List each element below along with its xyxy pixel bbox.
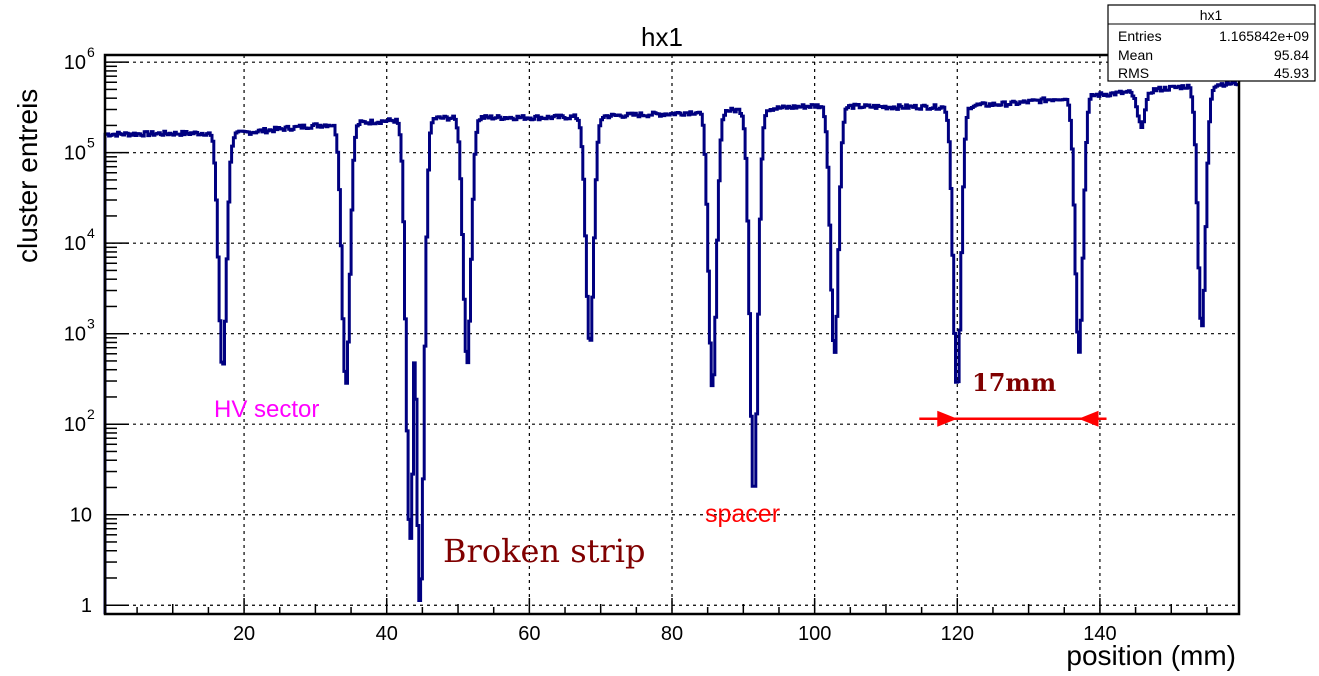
y-tick-label: 10	[64, 414, 86, 436]
annotation-hv-sector: HV sector	[214, 396, 319, 423]
x-tick-label: 100	[798, 623, 831, 645]
stats-label-mean: Mean	[1118, 47, 1153, 63]
annotation-broken-strip: Broken strip	[443, 532, 645, 570]
x-axis-title: position (mm)	[1066, 640, 1236, 671]
plot-frame	[103, 53, 1241, 616]
axis-ticks	[105, 61, 1208, 614]
y-axis-title: cluster entreis	[12, 89, 43, 263]
stats-value-rms: 45.93	[1274, 65, 1309, 81]
annotation-distance-label: 17mm	[972, 368, 1056, 397]
stats-box: hx1 Entries 1.165842e+09 Mean 95.84 RMS …	[1107, 4, 1316, 82]
x-tick-label: 40	[376, 623, 398, 645]
x-tick-label: 140	[1083, 623, 1116, 645]
y-tick-label: 10	[64, 233, 86, 255]
y-tick-label: 10	[70, 505, 92, 527]
stats-value-entries: 1.165842e+09	[1219, 28, 1309, 44]
stats-box-title: hx1	[1200, 7, 1223, 23]
y-tick-label: 10	[64, 324, 86, 346]
annotation-spacer: spacer	[705, 500, 780, 528]
stats-label-entries: Entries	[1118, 28, 1162, 44]
y-tick-label: 10	[64, 52, 86, 74]
x-tick-label: 20	[233, 623, 255, 645]
y-tick-label-exponent: 2	[87, 406, 95, 422]
y-tick-label: 1	[81, 595, 92, 617]
grid-lines	[105, 55, 1239, 614]
stats-label-rms: RMS	[1118, 65, 1149, 81]
y-tick-label-exponent: 6	[87, 44, 95, 60]
chart-title: hx1	[641, 22, 683, 52]
histogram-line	[103, 80, 1239, 614]
x-tick-label: 80	[661, 623, 683, 645]
distance-arrow-head-left	[937, 410, 958, 427]
y-tick-label-exponent: 5	[87, 135, 95, 151]
stats-value-mean: 95.84	[1274, 47, 1309, 63]
y-tick-label: 10	[64, 143, 86, 165]
x-tick-label: 120	[941, 623, 974, 645]
x-tick-label: 60	[518, 623, 540, 645]
distance-arrow	[919, 410, 1107, 427]
y-tick-label-exponent: 4	[87, 225, 95, 241]
distance-arrow-head-right	[1078, 410, 1099, 427]
y-tick-label-exponent: 3	[87, 316, 95, 332]
histogram-series	[103, 80, 1239, 614]
